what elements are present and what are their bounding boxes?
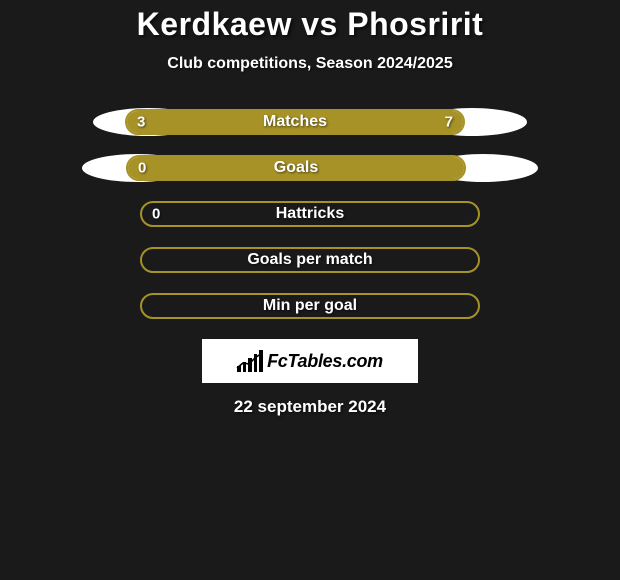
comparison-row: Goals per match <box>0 247 620 273</box>
subtitle: Club competitions, Season 2024/2025 <box>0 55 620 73</box>
comparison-row: 37Matches <box>0 109 620 135</box>
bar-label: Min per goal <box>142 297 478 315</box>
comparison-row: 0Hattricks <box>0 201 620 227</box>
comparison-rows: 37Matches0Goals0HattricksGoals per match… <box>0 109 620 319</box>
bar-left-value: 0 <box>152 206 160 223</box>
stat-bar: Min per goal <box>140 293 480 319</box>
bar-left-value: 0 <box>138 160 146 177</box>
bar-right-fill <box>228 111 463 133</box>
bar-right-value: 7 <box>445 114 453 131</box>
comparison-row: 0Goals <box>0 155 620 181</box>
comparison-card: Kerdkaew vs Phosririt Club competitions,… <box>0 0 620 417</box>
stat-bar: 37Matches <box>125 109 465 135</box>
barchart-icon <box>237 350 263 372</box>
date: 22 september 2024 <box>0 397 620 417</box>
logo-box: FcTables.com <box>202 339 418 383</box>
stat-bar: Goals per match <box>140 247 480 273</box>
stat-bar: 0Goals <box>126 155 466 181</box>
bar-left-value: 3 <box>137 114 145 131</box>
bar-right-fill <box>128 157 464 179</box>
bar-label: Hattricks <box>142 205 478 223</box>
stat-bar: 0Hattricks <box>140 201 480 227</box>
bar-label: Goals per match <box>142 251 478 269</box>
page-title: Kerdkaew vs Phosririt <box>0 6 620 43</box>
comparison-row: Min per goal <box>0 293 620 319</box>
logo-text: FcTables.com <box>267 351 383 372</box>
logo: FcTables.com <box>237 350 383 372</box>
